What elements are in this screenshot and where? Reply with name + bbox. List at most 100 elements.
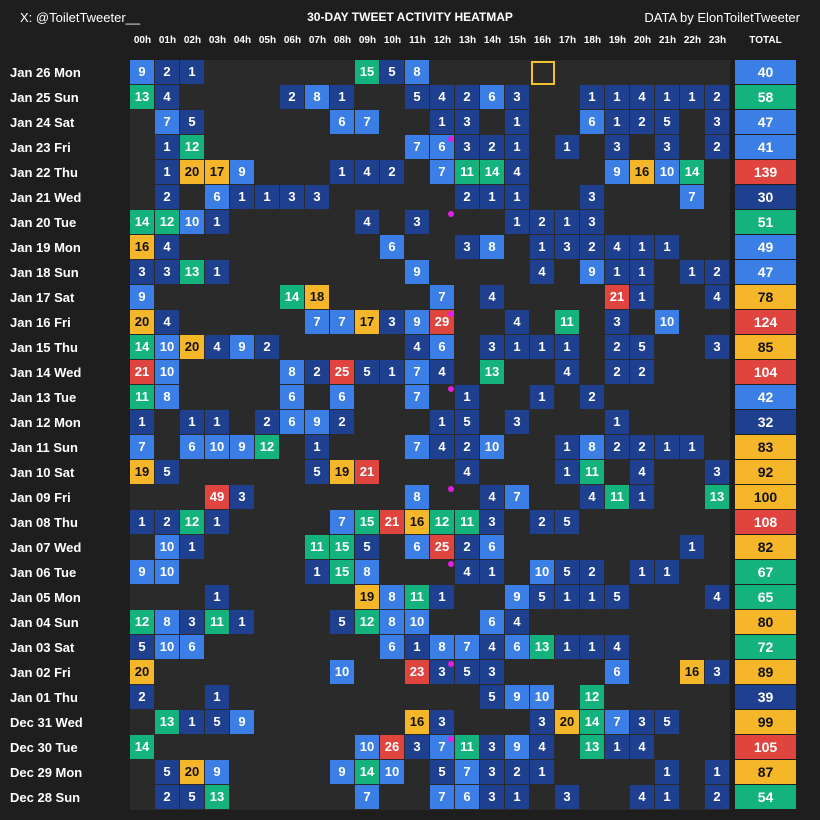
heat-cell: 21 <box>605 285 629 309</box>
row-total: 85 <box>735 335 796 359</box>
heat-cell: 6 <box>180 435 204 459</box>
heat-cell: 14 <box>680 160 704 184</box>
heat-cell: 19 <box>355 585 379 609</box>
heat-cell: 4 <box>630 85 654 109</box>
row-label: Jan 24 Sat <box>10 115 75 130</box>
heat-cell: 4 <box>155 310 179 334</box>
heat-cell: 12 <box>155 210 179 234</box>
heat-cell: 6 <box>455 785 479 809</box>
row-label: Dec 31 Wed <box>10 715 83 730</box>
heat-cell: 1 <box>480 185 504 209</box>
row-total: 78 <box>735 285 796 309</box>
row-total: 65 <box>735 585 796 609</box>
heat-cell: 2 <box>455 185 479 209</box>
heat-cell: 3 <box>580 210 604 234</box>
heat-cell: 6 <box>480 85 504 109</box>
heat-cell: 2 <box>530 510 554 534</box>
heat-cell: 18 <box>305 285 329 309</box>
hour-label-08h: 08h <box>333 35 352 46</box>
heat-cell: 7 <box>430 160 454 184</box>
heat-cell: 20 <box>180 335 204 359</box>
heat-cell: 8 <box>305 85 329 109</box>
row-total: 32 <box>735 410 796 434</box>
row-total: 39 <box>735 685 796 709</box>
heat-cell: 1 <box>205 585 229 609</box>
heat-cell: 11 <box>605 485 629 509</box>
heat-cell: 2 <box>380 160 404 184</box>
data-credit: DATA by ElonToiletTweeter <box>644 10 800 25</box>
heat-cell: 3 <box>405 735 429 759</box>
hour-label-23h: 23h <box>708 35 727 46</box>
activity-dot-marker <box>448 561 454 567</box>
heat-cell: 9 <box>505 685 529 709</box>
heat-cell: 3 <box>230 485 254 509</box>
heat-cell: 1 <box>305 435 329 459</box>
heat-cell: 2 <box>530 210 554 234</box>
heat-cell: 2 <box>705 785 729 809</box>
heat-cell: 3 <box>480 785 504 809</box>
heat-cell: 6 <box>480 610 504 634</box>
heat-cell: 2 <box>630 110 654 134</box>
heat-cell: 6 <box>330 385 354 409</box>
heat-cell: 1 <box>655 435 679 459</box>
heat-cell: 12 <box>580 685 604 709</box>
activity-dot-marker <box>448 211 454 217</box>
heat-cell: 4 <box>480 285 504 309</box>
heat-cell: 3 <box>605 135 629 159</box>
heat-cell: 1 <box>605 260 629 284</box>
heat-cell: 9 <box>230 710 254 734</box>
heat-cell: 12 <box>130 610 154 634</box>
hour-label-16h: 16h <box>533 35 552 46</box>
heat-cell: 5 <box>455 410 479 434</box>
heat-cell: 10 <box>155 635 179 659</box>
heat-cell: 15 <box>355 60 379 84</box>
heat-cell: 2 <box>580 235 604 259</box>
row-label: Jan 20 Tue <box>10 215 77 230</box>
heat-cell: 1 <box>405 635 429 659</box>
heat-cell: 3 <box>480 660 504 684</box>
heat-cell: 1 <box>505 135 529 159</box>
heat-cell: 1 <box>205 685 229 709</box>
row-label: Jan 22 Thu <box>10 165 78 180</box>
heat-cell: 1 <box>430 110 454 134</box>
heat-cell: 3 <box>705 660 729 684</box>
heat-cell: 7 <box>430 735 454 759</box>
heat-cell: 1 <box>455 385 479 409</box>
heat-cell: 5 <box>480 685 504 709</box>
heat-cell: 2 <box>155 60 179 84</box>
row-label: Jan 16 Fri <box>10 315 71 330</box>
heat-cell: 9 <box>405 310 429 334</box>
heat-cell: 1 <box>655 760 679 784</box>
heat-cell: 4 <box>405 335 429 359</box>
heat-cell: 13 <box>180 260 204 284</box>
activity-dot-marker <box>448 486 454 492</box>
heat-cell: 7 <box>505 485 529 509</box>
heat-cell: 3 <box>480 735 504 759</box>
heat-cell: 1 <box>505 785 529 809</box>
heat-cell: 4 <box>205 335 229 359</box>
heat-cell: 6 <box>405 535 429 559</box>
heat-cell: 1 <box>630 560 654 584</box>
row-label: Jan 26 Mon <box>10 65 81 80</box>
row-label: Jan 11 Sun <box>10 440 78 455</box>
heat-cell: 1 <box>655 560 679 584</box>
heat-cell: 1 <box>330 85 354 109</box>
heat-cell: 3 <box>480 760 504 784</box>
heat-cell: 26 <box>380 735 404 759</box>
heat-cell: 49 <box>205 485 229 509</box>
heat-cell: 3 <box>305 185 329 209</box>
row-label: Jan 05 Mon <box>10 590 81 605</box>
heat-cell: 10 <box>480 435 504 459</box>
heat-cell: 11 <box>130 385 154 409</box>
heat-cell: 3 <box>530 710 554 734</box>
heat-cell: 2 <box>630 360 654 384</box>
row-total: 51 <box>735 210 796 234</box>
heat-cell: 5 <box>305 460 329 484</box>
heat-cell: 13 <box>480 360 504 384</box>
heat-cell: 2 <box>330 410 354 434</box>
heat-cell: 3 <box>555 235 579 259</box>
heat-cell: 6 <box>280 385 304 409</box>
heat-cell: 19 <box>330 460 354 484</box>
heat-cell: 19 <box>130 460 154 484</box>
heat-cell: 10 <box>205 435 229 459</box>
